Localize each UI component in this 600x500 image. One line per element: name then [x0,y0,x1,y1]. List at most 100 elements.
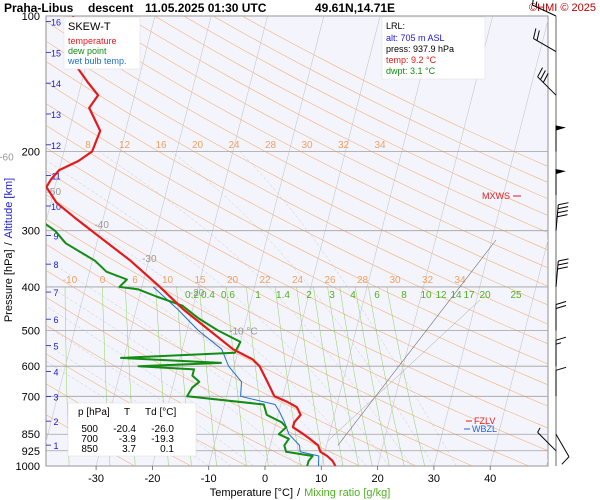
isotherm-label: -10 °C [229,327,257,338]
parcel-line [337,239,497,446]
mixing-ratio-label: 0.6 [221,290,235,301]
legend-dewpoint: dew point [68,46,107,56]
dry-adiabat-line [125,16,548,233]
mixing-ratio-label: 4 [350,290,356,301]
dry-adiabat-line [96,16,548,251]
y-axis-title-altitude: Altitude [km] [3,178,15,239]
altitude-tick-label: 2 [53,417,58,427]
mixing-ratio-label: 17 [463,290,475,301]
lrl-dewpoint: dwpt: 3.1 °C [386,66,436,76]
temperature-tick-label: -20 [144,473,160,485]
pressure-tick-label: 925 [22,446,40,458]
altitude-tick-label: 4 [53,367,58,377]
legend-title: SKEW-T [68,21,111,33]
fzlv-marker-label: FZLV [474,416,495,426]
table-cell: -26.0 [151,424,174,435]
dewpoint-profile [46,223,314,466]
wetbulb-profile [152,286,320,466]
mixing-ratio-label: 3 [329,290,335,301]
y-axis-title: Pressure [hPa] / Altitude [km] [3,178,15,322]
x-axis-title-sep: / [297,487,301,499]
mixing-ratio-label: 20 [479,290,491,301]
mixing-ratio-label: 25 [510,290,522,301]
dry-adiabat-label: 10 [162,275,174,286]
dry-adiabat-label: 24 [292,275,304,286]
altitude-tick-label: 9 [53,231,58,241]
wind-barb [555,366,567,397]
mixing-ratio-label: 8 [401,290,407,301]
table-header-t: T [124,407,130,418]
wbzl-marker-label: WBZL [472,424,497,434]
pressure-tick-label: 300 [22,226,40,238]
chart-title-station: Praha-Libus [4,1,74,15]
wind-barb [555,125,566,152]
altitude-tick-label: 16 [51,18,61,28]
isotherm-label: -60 [0,152,14,163]
chart-title-coords: 49.61N,14.71E [315,1,395,15]
mixing-ratio-label: 10 [420,290,432,301]
dry-adiabat-label: 12 [119,140,131,151]
dry-adiabat-label: -10 [63,275,78,286]
sounding-table: p [hPa] T Td [°C] 500 -20.4 -26.0 700 -3… [67,402,197,457]
mixing-ratio-label: 6 [374,290,380,301]
dry-adiabat-label: 8 [85,140,91,151]
temperature-tick-label: -30 [88,473,104,485]
wind-barb [532,28,557,53]
grid-labels-layer: 1002003004005006007008509251000161514131… [0,11,522,485]
table-cell: -20.4 [113,424,136,435]
isotherm-line [208,16,325,466]
dry-adiabat-label: 30 [389,275,401,286]
legend-temperature: temperature [68,36,117,46]
isotherm-line [546,458,548,466]
legend-box [63,16,141,70]
altitude-tick-label: 13 [51,110,61,120]
legend-wetbulb: wet bulb temp. [67,56,127,66]
altitude-tick-label: 1 [53,441,58,451]
mixing-ratio-label: 1.4 [276,290,290,301]
table-header-td: Td [°C] [145,407,176,418]
dry-adiabat-line [183,16,548,200]
y-axis-title-pressure: Pressure [hPa] [3,249,15,322]
plot-area [45,15,549,467]
isotherm-label: -30 [142,254,157,265]
mixing-ratio-label: 14 [450,290,462,301]
wind-barb [537,67,557,96]
isotherm-line [433,18,548,466]
moist-adiabat-line [46,344,232,466]
altitude-tick-label: 12 [51,141,61,151]
chart-title-datetime: 11.05.2025 01:30 UTC [145,1,267,15]
dry-adiabat-line [46,147,548,407]
mixing-ratio-label: 12 [435,290,447,301]
isotherm-line [264,16,381,466]
table-cell: 3.7 [122,444,136,455]
dry-adiabat-label: 20 [227,275,239,286]
altitude-tick-label: 3 [53,393,58,403]
dry-adiabat-line [46,170,548,429]
lrl-title: LRL: [386,21,405,31]
temperature-tick-label: -10 [201,473,217,485]
isotherm-line [152,16,268,466]
profiles-layer [46,16,497,466]
wind-barb [555,202,569,231]
isotherm-line [489,238,548,466]
temperature-profile [46,16,337,466]
table-cell: 0.1 [160,444,174,455]
dry-adiabat-line [46,40,548,306]
wind-barb [555,433,570,465]
grid-layer [46,16,548,466]
x-axis-title: Temperature [°C] / Mixing ratio [g/kg] [210,487,391,499]
mixing-ratio-label: 1 [255,290,261,301]
isotherm-label: -50 [47,187,62,198]
altitude-tick-label: 7 [53,288,58,298]
dry-adiabat-line [66,16,548,269]
lrl-temperature: temp: 9.2 °C [386,55,437,65]
dry-adiabat-line [46,20,548,287]
dry-adiabat-label: 30 [301,140,313,151]
chart-title-mode: descent [88,1,133,15]
moist-adiabat-line [46,159,390,466]
pressure-tick-label: 500 [22,326,40,338]
dry-adiabat-line [46,60,548,325]
dry-adiabat-label: 16 [155,140,167,151]
mixing-ratio-label: 0.4 [201,290,215,301]
dry-adiabat-line [46,124,548,386]
